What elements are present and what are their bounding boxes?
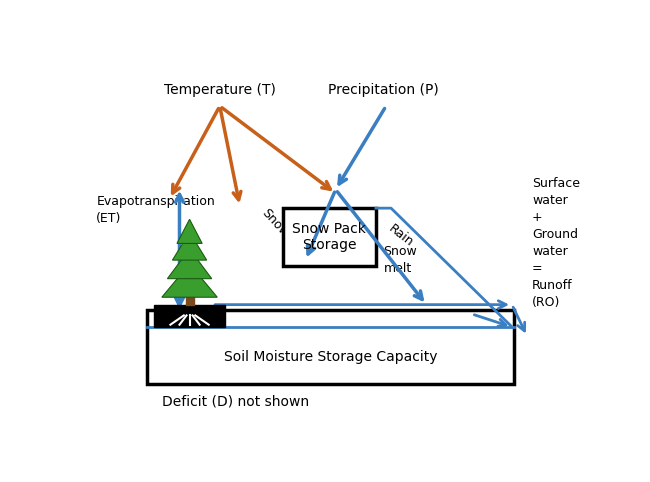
- Polygon shape: [177, 219, 202, 243]
- Polygon shape: [172, 232, 207, 260]
- Text: Snow Pack
Storage: Snow Pack Storage: [292, 222, 367, 252]
- Text: Temperature (T): Temperature (T): [164, 83, 276, 97]
- Text: Deficit (D) not shown: Deficit (D) not shown: [162, 395, 309, 409]
- Text: Precipitation (P): Precipitation (P): [328, 83, 439, 97]
- Bar: [283, 208, 376, 266]
- Bar: [185, 290, 194, 305]
- Text: Surface
water
+
Ground
water
=
Runoff
(RO): Surface water + Ground water = Runoff (R…: [532, 177, 580, 309]
- Text: Evapotranspiration
(ET): Evapotranspiration (ET): [96, 195, 215, 225]
- Polygon shape: [162, 264, 217, 297]
- Text: Soil Moisture Storage Capacity: Soil Moisture Storage Capacity: [224, 349, 437, 363]
- Text: Rain: Rain: [386, 222, 416, 250]
- Text: Snow
melt: Snow melt: [384, 245, 417, 275]
- Bar: [147, 310, 515, 385]
- Bar: [154, 305, 225, 327]
- Text: Snow: Snow: [259, 206, 291, 240]
- Polygon shape: [168, 249, 212, 279]
